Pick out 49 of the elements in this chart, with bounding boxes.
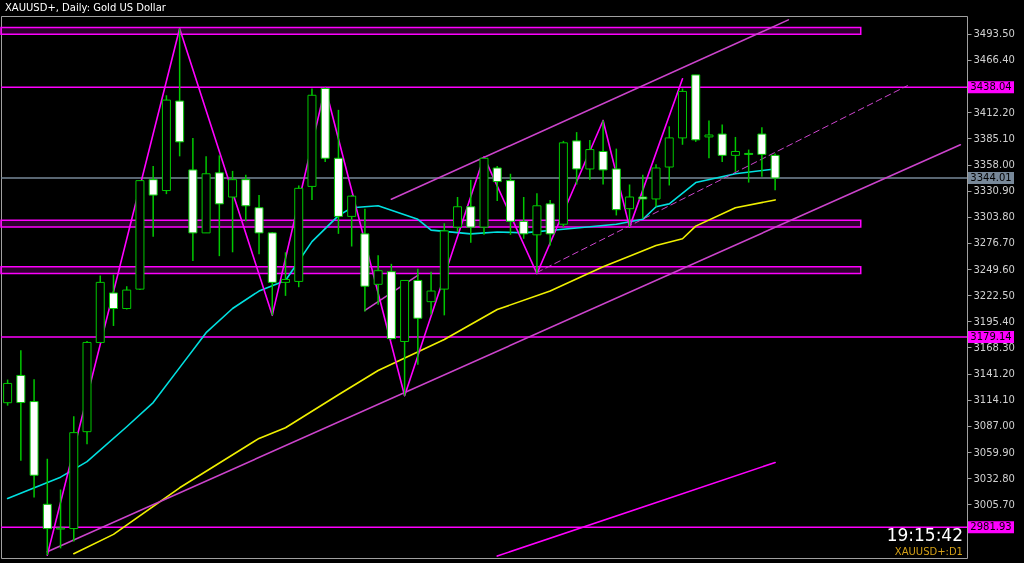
candlestick bbox=[638, 173, 648, 220]
candlestick bbox=[108, 273, 118, 327]
candlestick bbox=[492, 165, 502, 202]
y-tick-label: 3466.40 bbox=[973, 54, 1015, 66]
y-tick-label: 3358.00 bbox=[973, 159, 1015, 171]
annotation: XAUUSD+:D1 bbox=[894, 546, 963, 557]
candlestick bbox=[373, 254, 383, 306]
line-series bbox=[72, 199, 776, 555]
y-tick-label: 3249.60 bbox=[973, 263, 1015, 275]
candlestick bbox=[730, 136, 740, 173]
candlestick bbox=[3, 378, 13, 407]
candlestick bbox=[148, 165, 158, 238]
y-tick-label: 3059.90 bbox=[973, 446, 1015, 458]
candlestick bbox=[466, 178, 476, 244]
ref-line-label: 3438.04 bbox=[970, 81, 1012, 93]
y-tick-label: 3330.90 bbox=[973, 185, 1015, 197]
y-tick-label: 3412.20 bbox=[973, 106, 1015, 118]
y-tick-label: 3493.50 bbox=[973, 28, 1015, 40]
y-tick-label: 3303.80 bbox=[973, 211, 1015, 223]
candlestick bbox=[281, 251, 291, 297]
candlestick bbox=[770, 152, 780, 192]
candlestick bbox=[625, 183, 635, 228]
ref-line-label: 2981.93 bbox=[970, 521, 1012, 533]
candlestick bbox=[519, 196, 529, 240]
candlestick bbox=[598, 119, 608, 186]
candlestick bbox=[757, 126, 767, 178]
y-tick-label: 3276.70 bbox=[973, 237, 1015, 249]
ref-line-label: 3344.01 bbox=[970, 172, 1012, 184]
y-tick-label: 3141.20 bbox=[973, 368, 1015, 380]
y-tick-label: 3114.10 bbox=[973, 394, 1015, 406]
annotation: 19:15:42 bbox=[886, 525, 963, 545]
candlestick bbox=[347, 194, 357, 248]
candlestick bbox=[453, 196, 463, 233]
candlestick bbox=[585, 139, 595, 181]
chart-title: XAUUSD+, Daily: Gold US Dollar bbox=[5, 2, 167, 13]
y-tick-label: 3195.40 bbox=[973, 315, 1015, 327]
y-tick-label: 3168.30 bbox=[973, 341, 1015, 353]
candlestick bbox=[704, 119, 714, 159]
ref-line-label: 3179.14 bbox=[970, 331, 1012, 343]
candlestick bbox=[426, 270, 436, 316]
y-tick-label: 3385.10 bbox=[973, 132, 1015, 144]
y-tick-label: 3032.80 bbox=[973, 472, 1015, 484]
y-tick-label: 3222.50 bbox=[973, 289, 1015, 301]
candlestick bbox=[744, 148, 754, 184]
candlestick bbox=[717, 123, 727, 163]
y-tick-label: 3005.70 bbox=[973, 498, 1015, 510]
y-tick-label: 3087.00 bbox=[973, 420, 1015, 432]
candlestick bbox=[56, 488, 66, 550]
candlestick bbox=[228, 170, 238, 254]
